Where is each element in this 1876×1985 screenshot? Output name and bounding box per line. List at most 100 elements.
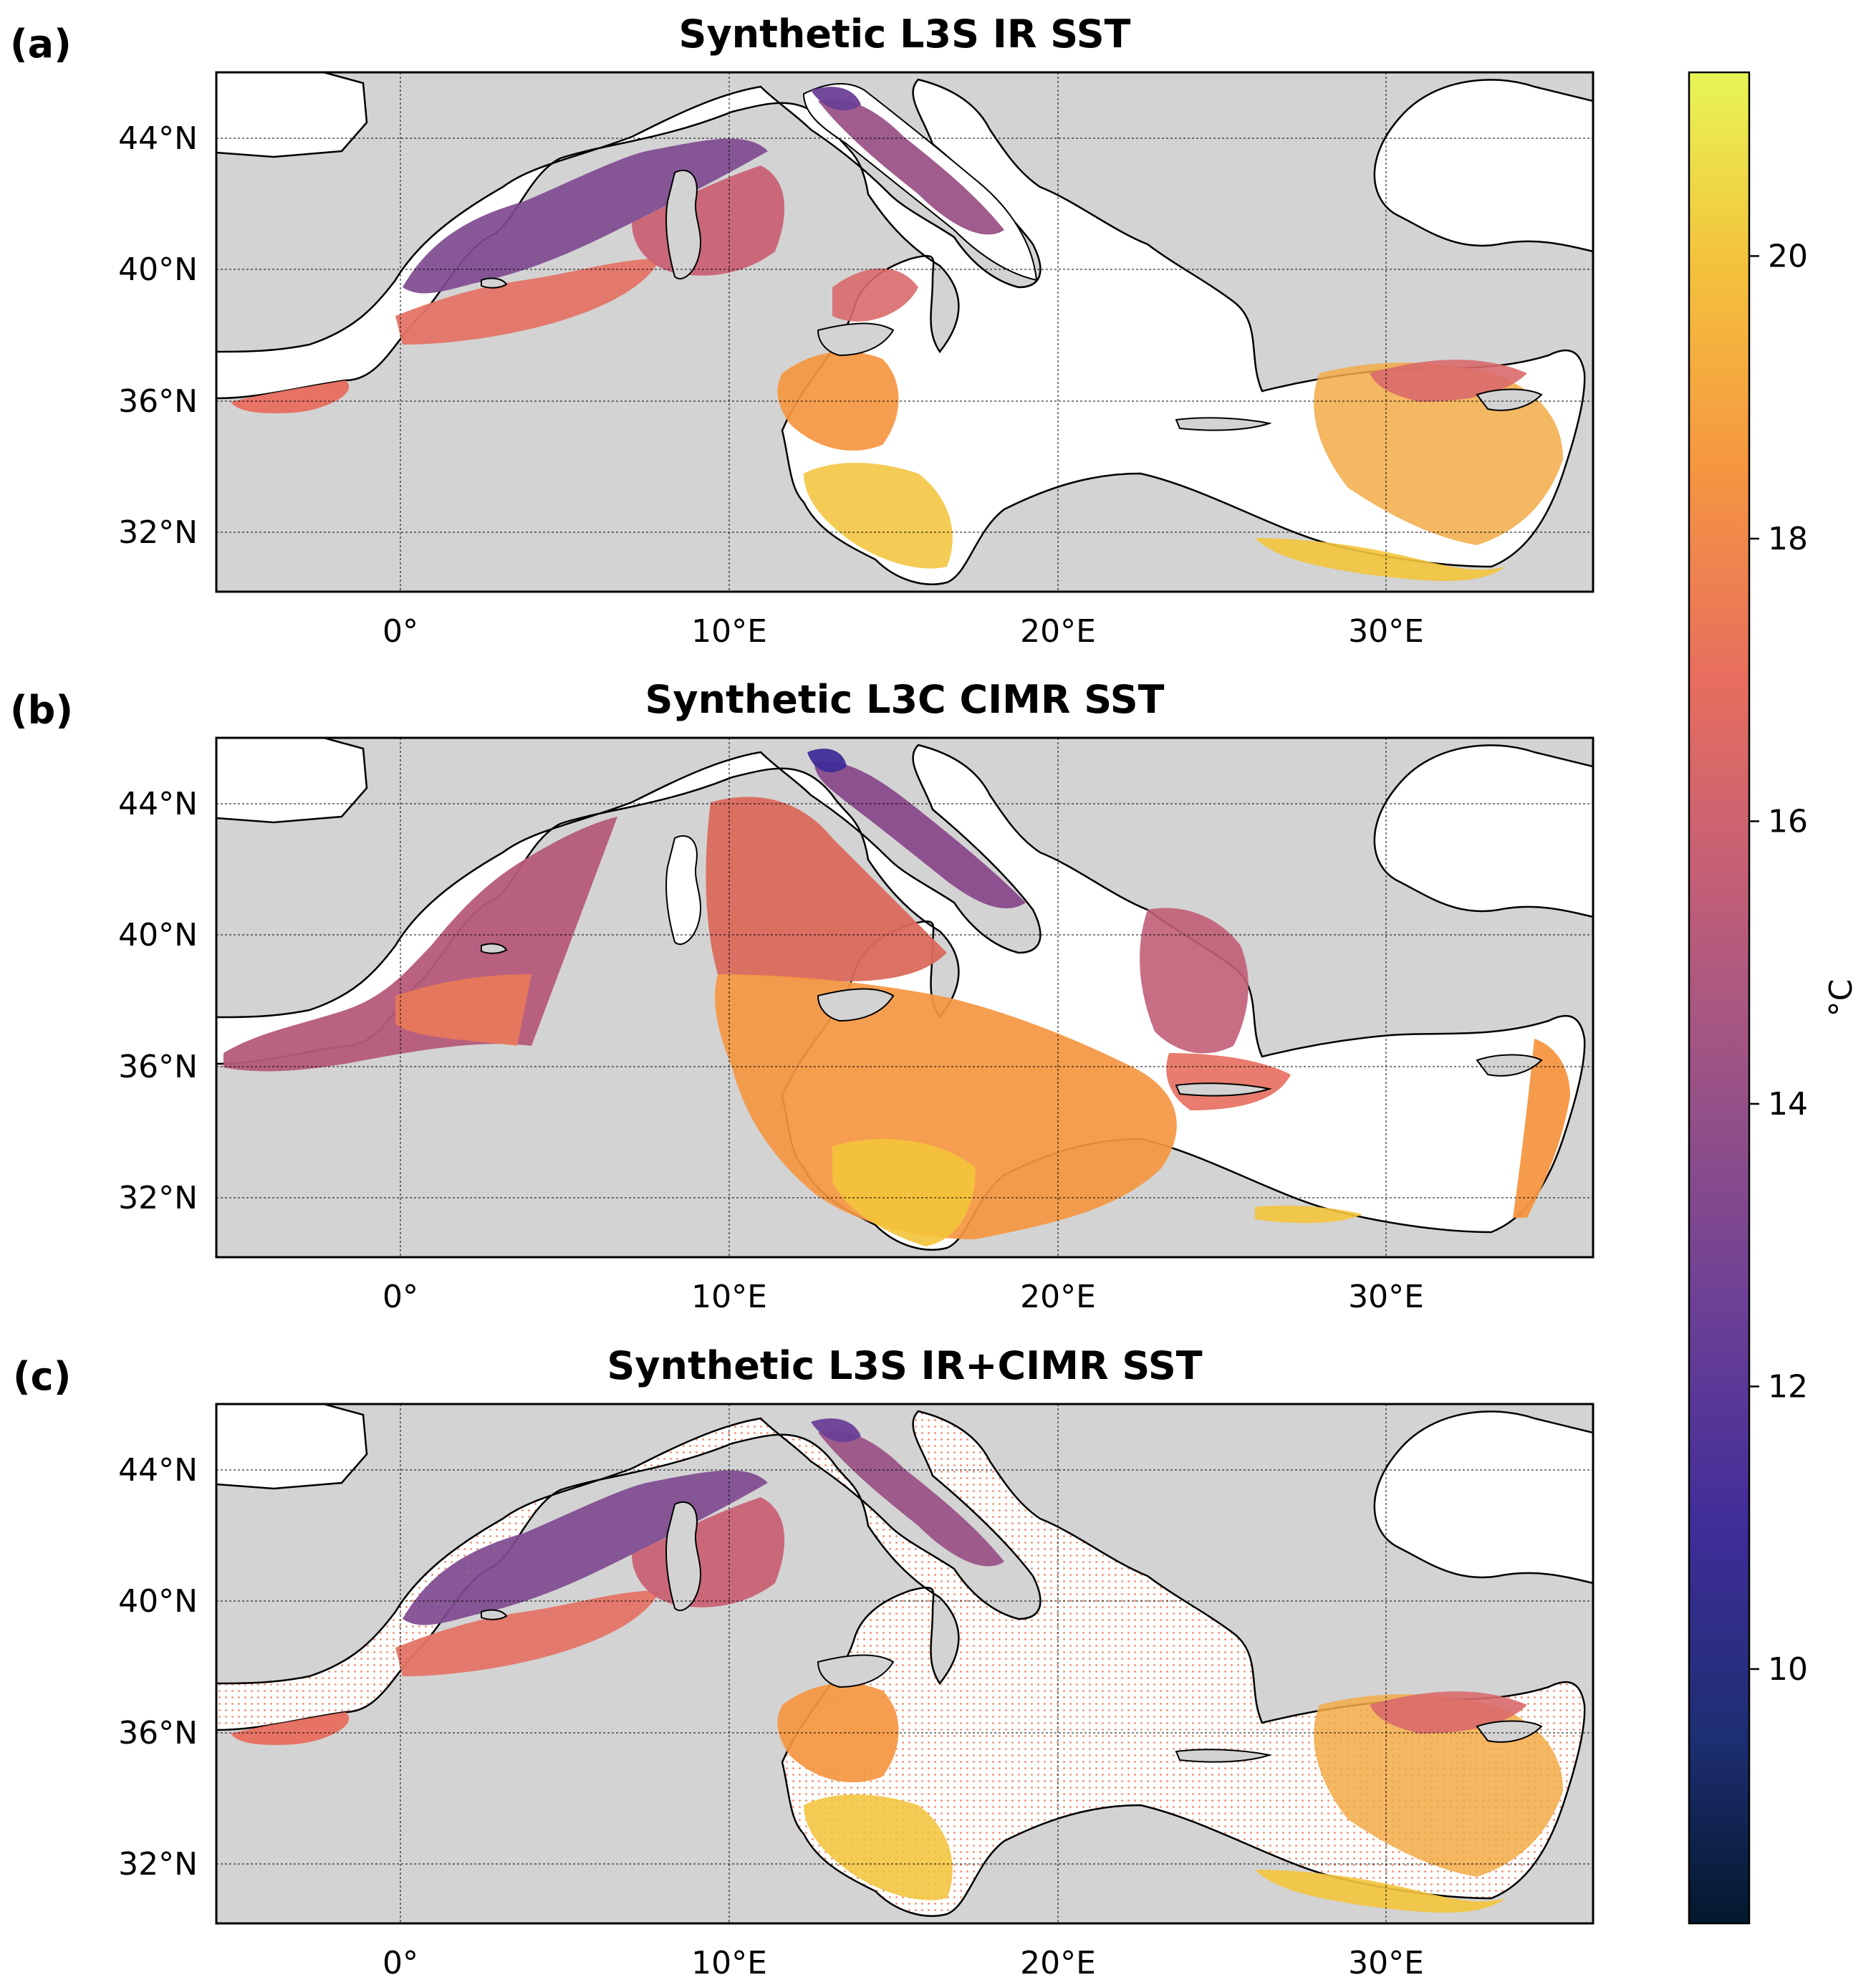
sst-balearic	[395, 1590, 660, 1676]
panel-c-frame	[215, 1403, 1594, 1925]
lon-tick-label: 0°	[383, 613, 418, 650]
sicily	[817, 988, 895, 1022]
sst-adriatic	[814, 761, 1026, 909]
crete	[1175, 1749, 1272, 1763]
colorbar-tick-label: 16	[1768, 803, 1808, 840]
corsica-sardinia	[665, 1501, 701, 1612]
black-sea	[1373, 79, 1593, 253]
lat-tick-label: 32°N	[118, 1180, 198, 1216]
sst-egypt-coast	[1255, 538, 1506, 581]
cyprus	[1476, 1054, 1543, 1077]
corsica-sardinia	[665, 169, 701, 280]
panel-b-map	[216, 738, 1593, 1257]
panel-b-lat-ticks: 44°N 40°N 36°N 32°N	[118, 786, 198, 1216]
balearic-islands	[481, 943, 508, 954]
lat-tick-label: 36°N	[118, 383, 198, 420]
gridlines	[216, 738, 1593, 1257]
lon-tick-label: 0°	[383, 1279, 418, 1315]
panel-c-lat-ticks: 44°N 40°N 36°N 32°N	[118, 1452, 198, 1883]
colorbar: 10 12 14 16 18 20 °C	[1688, 71, 1860, 1925]
iberia-land	[216, 738, 368, 824]
sst-ionian	[715, 974, 1177, 1239]
sst-adriatic	[818, 99, 1004, 235]
crete	[1175, 417, 1272, 431]
sst-gulf-of-sirte	[832, 1139, 976, 1246]
lon-tick-label: 0°	[383, 1945, 418, 1981]
panel-a-frame	[215, 71, 1594, 593]
sst-alboran	[231, 1712, 350, 1745]
panel-c-lon-ticks: 0° 10°E 20°E 30°E	[383, 1945, 1424, 1981]
sst-egypt-patch	[1255, 1206, 1362, 1224]
lat-tick-label: 32°N	[118, 514, 198, 551]
sst-libya-coast	[804, 1794, 953, 1900]
lat-tick-label: 32°N	[118, 1846, 198, 1883]
panel-b-title: Synthetic L3C CIMR SST	[645, 677, 1165, 722]
panel-a: (a) Synthetic L3S IR SST	[10, 11, 1594, 650]
lon-tick-label: 10°E	[691, 1279, 767, 1315]
iberia-land	[216, 72, 368, 158]
sst-sicily-channel	[777, 1683, 899, 1783]
black-sea	[1373, 1410, 1593, 1585]
lat-tick-label: 40°N	[118, 1583, 198, 1620]
sicily	[817, 322, 895, 357]
sst-adriatic-north	[807, 749, 847, 773]
sst-balearic	[395, 259, 660, 345]
cyprus	[1476, 388, 1543, 411]
panel-a-lon-ticks: 0° 10°E 20°E 30°E	[383, 613, 1424, 650]
colorbar-tick-label: 12	[1768, 1368, 1808, 1405]
panel-a-lat-ticks: 44°N 40°N 36°N 32°N	[118, 120, 198, 551]
sst-tyrrhenian-east	[706, 797, 947, 981]
lon-tick-label: 30°E	[1348, 613, 1424, 650]
sst-balearic-east	[395, 974, 531, 1046]
sst-aegean	[1140, 908, 1249, 1054]
panel-c-title: Synthetic L3S IR+CIMR SST	[607, 1343, 1202, 1388]
mediterranean-sea	[216, 78, 1586, 585]
panel-c-letter: (c)	[13, 1354, 71, 1399]
balearic-islands	[481, 277, 508, 289]
colorbar-gradient	[1688, 71, 1751, 1925]
colorbar-tick-label: 10	[1768, 1651, 1808, 1688]
panel-b-letter: (b)	[10, 688, 73, 733]
lon-tick-label: 10°E	[691, 1945, 767, 1981]
panel-b-lon-ticks: 0° 10°E 20°E 30°E	[383, 1279, 1424, 1315]
lon-tick-label: 20°E	[1020, 613, 1096, 650]
sst-adriatic	[818, 1431, 1004, 1567]
lon-tick-label: 30°E	[1348, 1279, 1424, 1315]
lat-tick-label: 36°N	[118, 1049, 198, 1085]
sst-libya-coast	[804, 463, 953, 569]
colorbar-tick-label: 14	[1768, 1086, 1808, 1123]
panel-c: (c) Synthetic L3S IR+CIMR SST	[13, 1343, 1594, 1981]
panel-c-map	[216, 1404, 1593, 1923]
lon-tick-label: 20°E	[1020, 1945, 1096, 1981]
iberia-land	[216, 1404, 368, 1490]
sst-adriatic-north	[811, 1418, 861, 1443]
sicily	[817, 1654, 895, 1688]
lat-tick-label: 36°N	[118, 1715, 198, 1751]
sst-levant-swath	[1513, 1039, 1570, 1218]
sst-sicily-channel	[777, 351, 899, 451]
sst-adriatic-north	[811, 87, 861, 111]
gridlines	[216, 72, 1593, 592]
lat-tick-label: 44°N	[118, 786, 198, 822]
mediterranean-sea	[216, 1410, 1586, 1917]
lon-tick-label: 30°E	[1348, 1945, 1424, 1981]
colorbar-units-label: °C	[1823, 979, 1860, 1017]
panel-a-letter: (a)	[10, 21, 72, 67]
gridlines	[216, 1404, 1593, 1923]
colorbar-tick-label: 20	[1768, 238, 1808, 274]
corsica-sardinia	[665, 835, 701, 946]
lat-tick-label: 44°N	[118, 1452, 198, 1489]
lon-tick-label: 10°E	[691, 613, 767, 650]
panel-a-map	[216, 72, 1593, 592]
panel-a-title: Synthetic L3S IR SST	[679, 11, 1131, 57]
lat-tick-label: 44°N	[118, 120, 198, 157]
balearic-islands	[481, 1609, 508, 1620]
panel-b-frame	[215, 736, 1594, 1259]
sst-alboran	[231, 380, 350, 413]
crete	[1175, 1082, 1272, 1097]
colorbar-tick-label: 18	[1768, 521, 1808, 557]
lat-tick-label: 40°N	[118, 917, 198, 953]
lon-tick-label: 20°E	[1020, 1279, 1096, 1315]
sst-ionian-west	[832, 268, 918, 322]
